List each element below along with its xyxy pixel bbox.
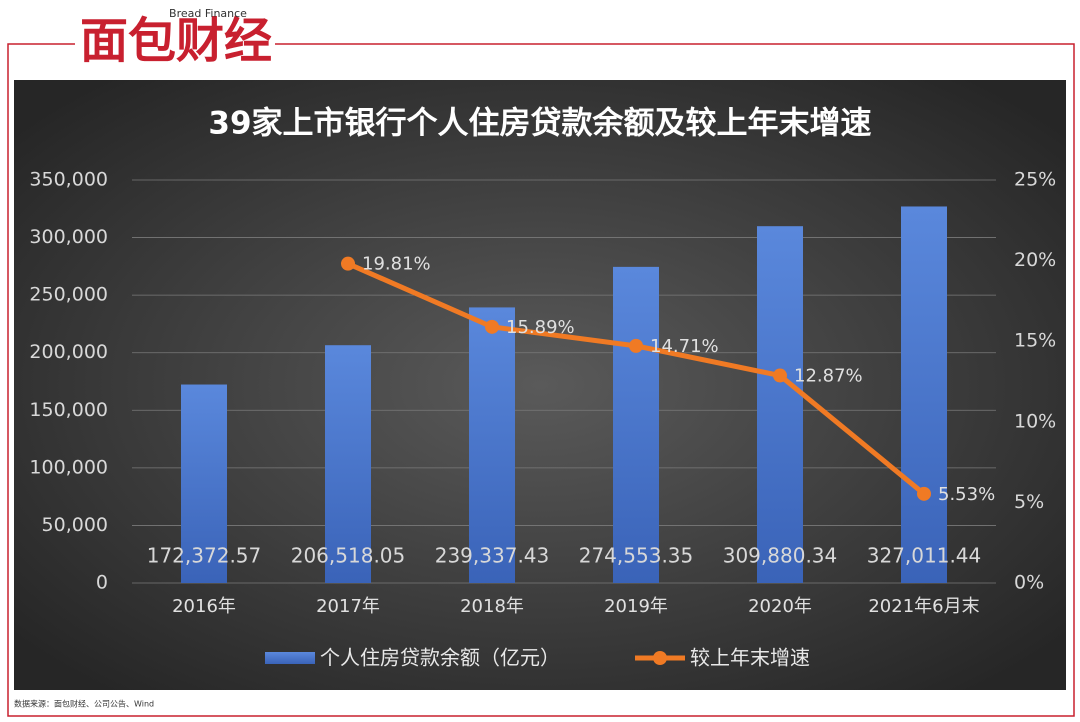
x-tick-label: 2020年 <box>748 596 812 617</box>
x-tick-label: 2021年6月末 <box>868 596 979 617</box>
y2-tick-label: 20% <box>1014 249 1056 271</box>
logo: 面包财经 <box>80 13 272 69</box>
line-point <box>341 256 355 271</box>
frame <box>7 43 1075 717</box>
line-value-label: 19.81% <box>362 254 431 275</box>
y-tick-label: 350,000 <box>29 169 108 191</box>
line-point <box>485 319 499 334</box>
y-tick-label: 300,000 <box>29 226 108 248</box>
bar <box>757 226 803 583</box>
y2-tick-label: 0% <box>1014 572 1044 594</box>
y2-tick-label: 15% <box>1014 330 1056 352</box>
legend-label: 个人住房贷款余额（亿元） <box>320 646 560 670</box>
y2-tick-label: 10% <box>1014 410 1056 432</box>
bar-value-label: 239,337.43 <box>435 544 550 568</box>
bar-value-label: 309,880.34 <box>723 544 838 568</box>
line-point <box>629 338 643 353</box>
line-point <box>773 368 787 383</box>
bar-value-label: 274,553.35 <box>579 544 694 568</box>
y2-tick-label: 5% <box>1014 491 1044 513</box>
source: 数据来源：面包财经、公司公告、Wind <box>14 699 154 709</box>
bar <box>901 206 947 584</box>
line-value-label: 15.89% <box>506 317 575 338</box>
legend-label: 较上年末增速 <box>690 646 810 670</box>
bar <box>469 307 515 583</box>
bar <box>181 384 227 583</box>
y-tick-label: 200,000 <box>29 341 108 363</box>
y-tick-label: 250,000 <box>29 284 108 306</box>
x-tick-label: 2016年 <box>172 596 236 617</box>
bar-value-label: 206,518.05 <box>291 544 406 568</box>
bar <box>325 345 371 583</box>
bar-value-label: 172,372.57 <box>147 544 262 568</box>
legend-swatch <box>265 652 315 664</box>
line-point <box>917 486 931 501</box>
y-tick-label: 50,000 <box>42 514 108 536</box>
logo-subtitle: Bread Finance <box>169 7 247 20</box>
y2-tick-label: 25% <box>1014 169 1056 191</box>
line-value-label: 5.53% <box>938 484 995 505</box>
x-tick-label: 2018年 <box>460 596 524 617</box>
y-tick-label: 100,000 <box>29 456 108 478</box>
line-value-label: 14.71% <box>650 336 719 357</box>
chart-title: 39家上市银行个人住房贷款余额及较上年末增速 <box>208 106 871 142</box>
y-tick-label: 0 <box>96 572 108 594</box>
y-tick-label: 150,000 <box>29 399 108 421</box>
legend-swatch <box>653 651 667 665</box>
bar <box>613 266 659 583</box>
bar-value-label: 327,011.44 <box>867 544 982 568</box>
line-value-label: 12.87% <box>794 366 863 387</box>
x-tick-label: 2017年 <box>316 596 380 617</box>
x-tick-label: 2019年 <box>604 596 668 617</box>
